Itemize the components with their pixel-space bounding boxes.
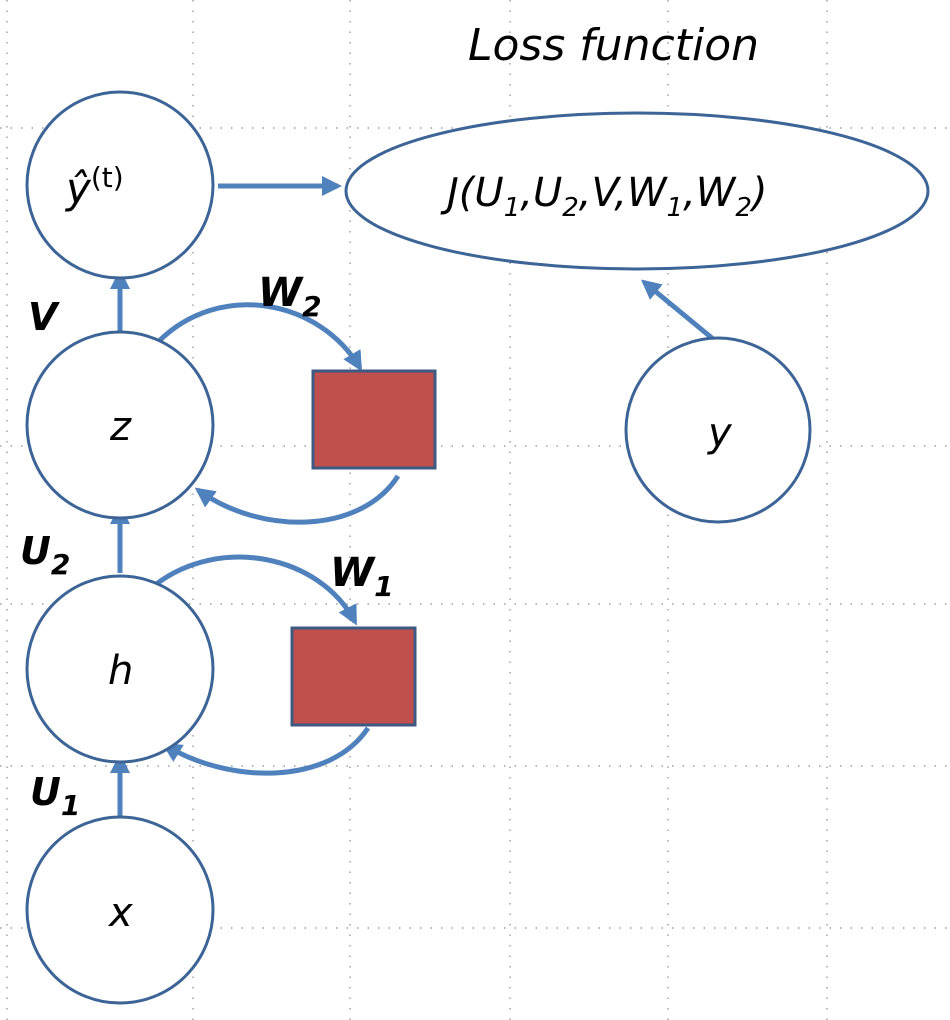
loss-function-node: J(U1,U2,V,W1,W2) xyxy=(344,111,930,271)
u1-weight-label: U1 xyxy=(30,770,80,822)
yhat-node: ŷ(t) xyxy=(25,90,215,280)
h-label: h xyxy=(108,648,133,694)
edges xyxy=(110,176,720,822)
h-node: h xyxy=(25,574,215,764)
y-node: y xyxy=(624,336,812,524)
v-weight-label: V xyxy=(28,295,60,339)
yhat-label: ŷ(t) xyxy=(64,161,124,213)
edge-y-loss xyxy=(640,279,720,345)
z-node: z xyxy=(25,330,215,520)
w1-weight-label: W1 xyxy=(330,550,394,603)
diagram-title: Loss function xyxy=(468,20,759,71)
x-label: x xyxy=(107,890,133,936)
w2-memory-box xyxy=(311,369,437,470)
edge-h-w1-box xyxy=(153,554,358,626)
x-node: x xyxy=(25,815,215,1005)
y-label: y xyxy=(707,410,733,456)
w2-weight-label: W2 xyxy=(258,270,322,323)
w1-memory-box xyxy=(290,626,417,727)
edge-z-w2-box xyxy=(156,302,363,372)
z-label: z xyxy=(109,404,132,450)
edge-w1-box-h xyxy=(161,726,371,776)
edge-w2-box-z xyxy=(194,474,401,525)
loss-function-label: J(U1,U2,V,W1,W2) xyxy=(440,170,768,223)
u2-weight-label: U2 xyxy=(20,529,70,581)
